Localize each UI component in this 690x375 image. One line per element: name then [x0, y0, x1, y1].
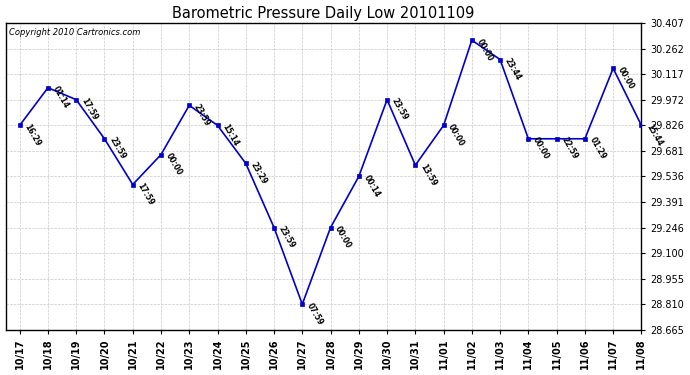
Text: 23:59: 23:59 [390, 97, 410, 122]
Text: 22:59: 22:59 [560, 136, 579, 161]
Text: 01:29: 01:29 [588, 136, 607, 161]
Text: 01:14: 01:14 [51, 85, 70, 110]
Text: 23:29: 23:29 [248, 160, 268, 186]
Text: 23:59: 23:59 [192, 102, 212, 128]
Text: 15:44: 15:44 [644, 123, 664, 148]
Text: 15:14: 15:14 [220, 123, 240, 148]
Text: 00:00: 00:00 [333, 225, 353, 250]
Text: 16:29: 16:29 [23, 123, 42, 148]
Text: 23:59: 23:59 [107, 136, 127, 161]
Text: 00:00: 00:00 [531, 136, 551, 161]
Text: 17:59: 17:59 [135, 182, 155, 207]
Text: 00:00: 00:00 [446, 123, 466, 148]
Text: 23:44: 23:44 [503, 57, 523, 82]
Text: 00:00: 00:00 [164, 152, 184, 177]
Text: Copyright 2010 Cartronics.com: Copyright 2010 Cartronics.com [9, 28, 140, 37]
Text: 00:00: 00:00 [475, 38, 495, 63]
Text: 23:59: 23:59 [277, 225, 297, 250]
Text: 13:59: 13:59 [418, 162, 438, 188]
Text: 17:59: 17:59 [79, 97, 99, 122]
Title: Barometric Pressure Daily Low 20101109: Barometric Pressure Daily Low 20101109 [172, 6, 475, 21]
Text: 00:00: 00:00 [616, 66, 635, 91]
Text: 07:59: 07:59 [305, 302, 325, 327]
Text: 00:14: 00:14 [362, 174, 382, 199]
